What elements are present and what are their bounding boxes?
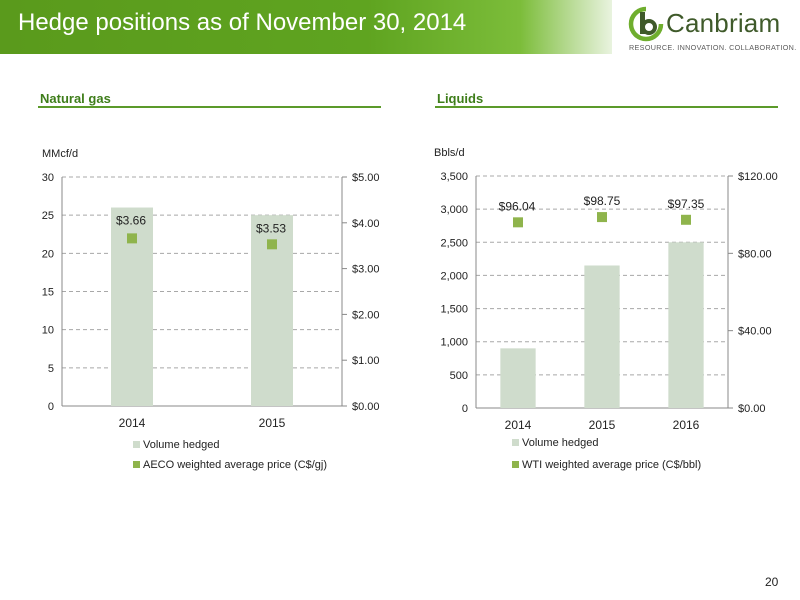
y-tick-label: 15 — [42, 287, 54, 299]
x-tick-label: 2016 — [673, 418, 700, 432]
x-tick-label: 2014 — [119, 416, 146, 430]
y-tick-label: 20 — [42, 248, 54, 260]
y-tick-label: 500 — [450, 370, 468, 382]
price-marker — [127, 233, 137, 244]
x-tick-label: 2015 — [259, 416, 286, 430]
y2-tick-label: $3.00 — [352, 264, 380, 276]
price-marker — [513, 217, 523, 228]
x-tick-label: 2015 — [589, 418, 616, 432]
y2-tick-label: $5.00 — [352, 172, 380, 184]
y-tick-label: 10 — [42, 325, 54, 337]
logo-wordmark: Canbriam — [666, 8, 781, 38]
legend-label-price: WTI weighted average price (C$/bbl) — [522, 459, 701, 471]
price-marker — [681, 214, 691, 225]
section-rule-liquids — [435, 106, 778, 108]
bar — [668, 242, 704, 408]
x-tick-label: 2014 — [505, 418, 532, 432]
y2-tick-label: $4.00 — [352, 218, 380, 230]
logo-tagline: RESOURCE. INNOVATION. COLLABORATION. — [629, 43, 797, 52]
legend-label-volume: Volume hedged — [143, 439, 219, 451]
page-title: Hedge positions as of November 30, 2014 — [18, 9, 467, 36]
bar — [500, 348, 536, 408]
page-number: 20 — [765, 575, 779, 589]
legend-swatch-volume — [512, 439, 519, 446]
section-title-liquids: Liquids — [437, 91, 484, 106]
y-axis-label: Bbls/d — [434, 147, 465, 159]
price-data-label: $3.53 — [256, 221, 286, 235]
price-data-label: $98.75 — [584, 194, 621, 208]
y-tick-label: 0 — [48, 401, 54, 413]
y2-tick-label: $0.00 — [352, 401, 380, 413]
price-data-label: $97.35 — [668, 197, 705, 211]
legend-label-volume: Volume hedged — [522, 437, 598, 449]
y-tick-label: 3,000 — [440, 204, 468, 216]
y2-tick-label: $120.00 — [738, 171, 778, 183]
y-tick-label: 1,500 — [440, 304, 468, 316]
y-axis-label: MMcf/d — [42, 148, 78, 160]
y-tick-label: 30 — [42, 172, 54, 184]
y-tick-label: 3,500 — [440, 171, 468, 183]
y-tick-label: 2,000 — [440, 270, 468, 282]
price-marker — [597, 212, 607, 223]
y-tick-label: 0 — [462, 403, 468, 415]
legend-swatch-price — [133, 461, 140, 468]
company-logo: Canbriam RESOURCE. INNOVATION. COLLABORA… — [628, 6, 796, 52]
y2-tick-label: $80.00 — [738, 248, 772, 260]
price-data-label: $96.04 — [499, 199, 536, 213]
y-tick-label: 1,000 — [440, 337, 468, 349]
title-banner: Hedge positions as of November 30, 2014 — [0, 0, 612, 54]
section-rule-natural-gas — [38, 106, 381, 108]
legend-swatch-price — [512, 461, 519, 468]
y-tick-label: 2,500 — [440, 237, 468, 249]
y-tick-label: 25 — [42, 210, 54, 222]
legend-swatch-volume — [133, 441, 140, 448]
y2-tick-label: $0.00 — [738, 403, 766, 415]
y2-tick-label: $1.00 — [352, 355, 380, 367]
section-title-natural-gas: Natural gas — [40, 91, 111, 106]
price-marker — [267, 239, 277, 250]
y-tick-label: 5 — [48, 363, 54, 375]
y2-tick-label: $40.00 — [738, 326, 772, 338]
legend-label-price: AECO weighted average price (C$/gj) — [143, 459, 327, 471]
logo-mark-icon — [628, 6, 664, 42]
y2-tick-label: $2.00 — [352, 309, 380, 321]
price-data-label: $3.66 — [116, 213, 146, 227]
bar — [584, 265, 620, 408]
